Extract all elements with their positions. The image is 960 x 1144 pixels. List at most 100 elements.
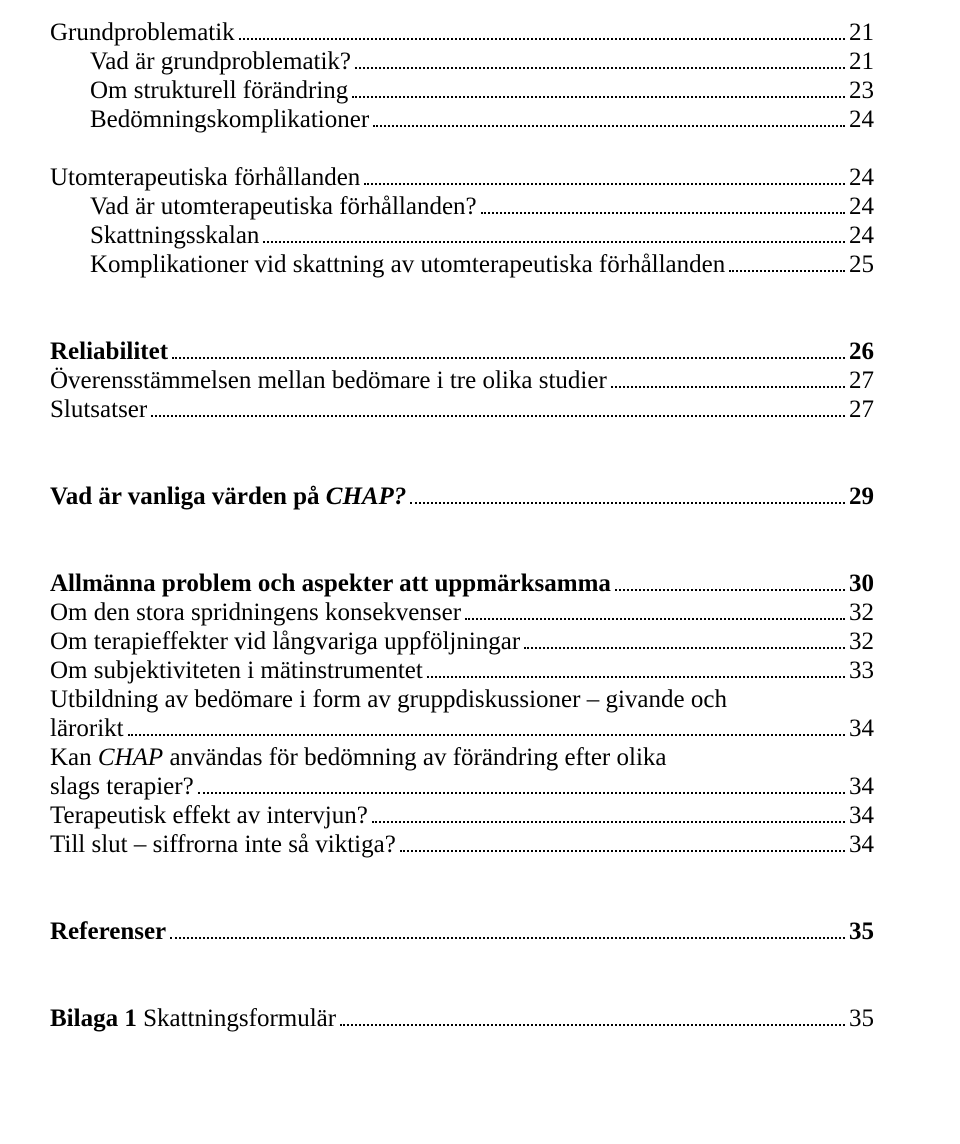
toc-entry-label: Slutsatser (50, 395, 147, 424)
toc-entry-page: 34 (849, 801, 874, 830)
toc-entry: Vad är vanliga värden på CHAP? 29 (50, 482, 874, 511)
toc-leader-dots (615, 588, 845, 591)
toc-entry-page: 27 (849, 395, 874, 424)
toc-entry: Till slut – siffrorna inte så viktiga? 34 (50, 830, 874, 859)
toc-entry: Om strukturell förändring 23 (50, 76, 874, 105)
toc-leader-dots (340, 1023, 845, 1026)
toc-entry-label: Om strukturell förändring (90, 76, 348, 105)
toc-entry: Reliabilitet 26 (50, 337, 874, 366)
toc-entry-label: Överensstämmelsen mellan bedömare i tre … (50, 366, 607, 395)
toc-gap (50, 859, 874, 888)
toc-entry-page: 21 (849, 47, 874, 76)
toc-entry-continued: slags terapier? 34 (50, 772, 874, 801)
toc-entry: Kan CHAP användas för bedömning av förän… (50, 743, 874, 772)
toc-entry-label: Vad är grundproblematik? (90, 47, 351, 76)
toc-entry-label: slags terapier? (50, 772, 194, 801)
toc-gap (50, 946, 874, 975)
toc-entry-page: 21 (849, 18, 874, 47)
toc-gap (50, 453, 874, 482)
toc-entry: Utomterapeutiska förhållanden 24 (50, 163, 874, 192)
toc-entry-page: 35 (849, 917, 874, 946)
toc-leader-dots (128, 733, 845, 736)
toc-entry: Utbildning av bedömare i form av gruppdi… (50, 685, 874, 714)
toc-entry: Grundproblematik 21 (50, 18, 874, 47)
toc-entry-label: Vad är utomterapeutiska förhållanden? (90, 192, 477, 221)
toc-gap (50, 134, 874, 163)
toc-gap (50, 308, 874, 337)
toc-entry-label: Grundproblematik (50, 18, 235, 47)
toc-leader-dots (611, 385, 845, 388)
toc-entry-continued: lärorikt 34 (50, 714, 874, 743)
toc-leader-dots (263, 240, 845, 243)
toc-leader-dots (729, 269, 845, 272)
toc-entry-page: 35 (849, 1004, 874, 1033)
toc-leader-dots (410, 501, 845, 504)
toc-entry-page: 24 (849, 105, 874, 134)
toc-entry-label: Till slut – siffrorna inte så viktiga? (50, 830, 396, 859)
toc-gap (50, 975, 874, 1004)
toc-leader-dots (151, 414, 845, 417)
toc-entry: Referenser 35 (50, 917, 874, 946)
toc-gap (50, 888, 874, 917)
toc-entry-label: Om den stora spridningens konsekvenser (50, 598, 461, 627)
toc-entry-label: Komplikationer vid skattning av utomtera… (90, 250, 725, 279)
toc-entry: Om den stora spridningens konsekvenser 32 (50, 598, 874, 627)
toc-entry-page: 30 (849, 569, 874, 598)
toc-entry: Om subjektiviteten i mätinstrumentet 33 (50, 656, 874, 685)
toc-entry: Bedömningskomplikationer 24 (50, 105, 874, 134)
toc-entry: Vad är grundproblematik? 21 (50, 47, 874, 76)
toc-gap (50, 511, 874, 540)
toc-gap (50, 540, 874, 569)
toc-leader-dots (170, 936, 845, 939)
toc-leader-dots (198, 791, 845, 794)
toc-leader-dots (427, 675, 845, 678)
toc-leader-dots (373, 124, 845, 127)
toc-entry-label: lärorikt (50, 714, 124, 743)
toc-entry-label: Utbildning av bedömare i form av gruppdi… (50, 685, 727, 714)
toc-entry-page: 27 (849, 366, 874, 395)
toc-leader-dots (352, 95, 845, 98)
toc-entry-label: Om subjektiviteten i mätinstrumentet (50, 656, 423, 685)
toc-entry: Bilaga 1 Skattningsformulär 35 (50, 1004, 874, 1033)
toc-entry-page: 23 (849, 76, 874, 105)
toc-entry-label: Allmänna problem och aspekter att uppmär… (50, 569, 611, 598)
toc-entry: Vad är utomterapeutiska förhållanden? 24 (50, 192, 874, 221)
toc-leader-dots (372, 820, 845, 823)
toc-entry: Skattningsskalan 24 (50, 221, 874, 250)
toc-entry-page: 33 (849, 656, 874, 685)
toc-entry-page: 26 (849, 337, 874, 366)
toc-entry: Allmänna problem och aspekter att uppmär… (50, 569, 874, 598)
toc-leader-dots (172, 356, 845, 359)
toc-entry-page: 32 (849, 598, 874, 627)
toc-entry-page: 34 (849, 772, 874, 801)
toc-entry: Överensstämmelsen mellan bedömare i tre … (50, 366, 874, 395)
toc-entry-label: Utomterapeutiska förhållanden (50, 163, 360, 192)
toc-entry-page: 34 (849, 714, 874, 743)
toc-entry-page: 34 (849, 830, 874, 859)
toc-entry: Slutsatser 27 (50, 395, 874, 424)
toc-leader-dots (465, 617, 845, 620)
toc-entry-page: 24 (849, 192, 874, 221)
toc-leader-dots (524, 646, 845, 649)
toc-entry-label: Bilaga 1 Skattningsformulär (50, 1004, 336, 1033)
toc-leader-dots (355, 66, 845, 69)
toc-entry-page: 32 (849, 627, 874, 656)
toc-leader-dots (364, 182, 845, 185)
toc-entry-label: Reliabilitet (50, 337, 168, 366)
toc-entry-page: 29 (849, 482, 874, 511)
toc-gap (50, 424, 874, 453)
toc-entry: Terapeutisk effekt av intervjun? 34 (50, 801, 874, 830)
toc-entry-page: 25 (849, 250, 874, 279)
toc-leader-dots (239, 37, 845, 40)
toc-entry: Om terapieffekter vid långvariga uppfölj… (50, 627, 874, 656)
toc-leader-dots (481, 211, 845, 214)
toc-gap (50, 279, 874, 308)
toc-entry-label: Vad är vanliga värden på CHAP? (50, 482, 406, 511)
toc-entry-label: Skattningsskalan (90, 221, 259, 250)
toc-entry-label: Kan CHAP användas för bedömning av förän… (50, 743, 666, 772)
toc-entry-label: Bedömningskomplikationer (90, 105, 369, 134)
toc-entry-label: Terapeutisk effekt av intervjun? (50, 801, 368, 830)
toc-entry-page: 24 (849, 221, 874, 250)
toc-entry-label: Referenser (50, 917, 166, 946)
toc-entry-page: 24 (849, 163, 874, 192)
